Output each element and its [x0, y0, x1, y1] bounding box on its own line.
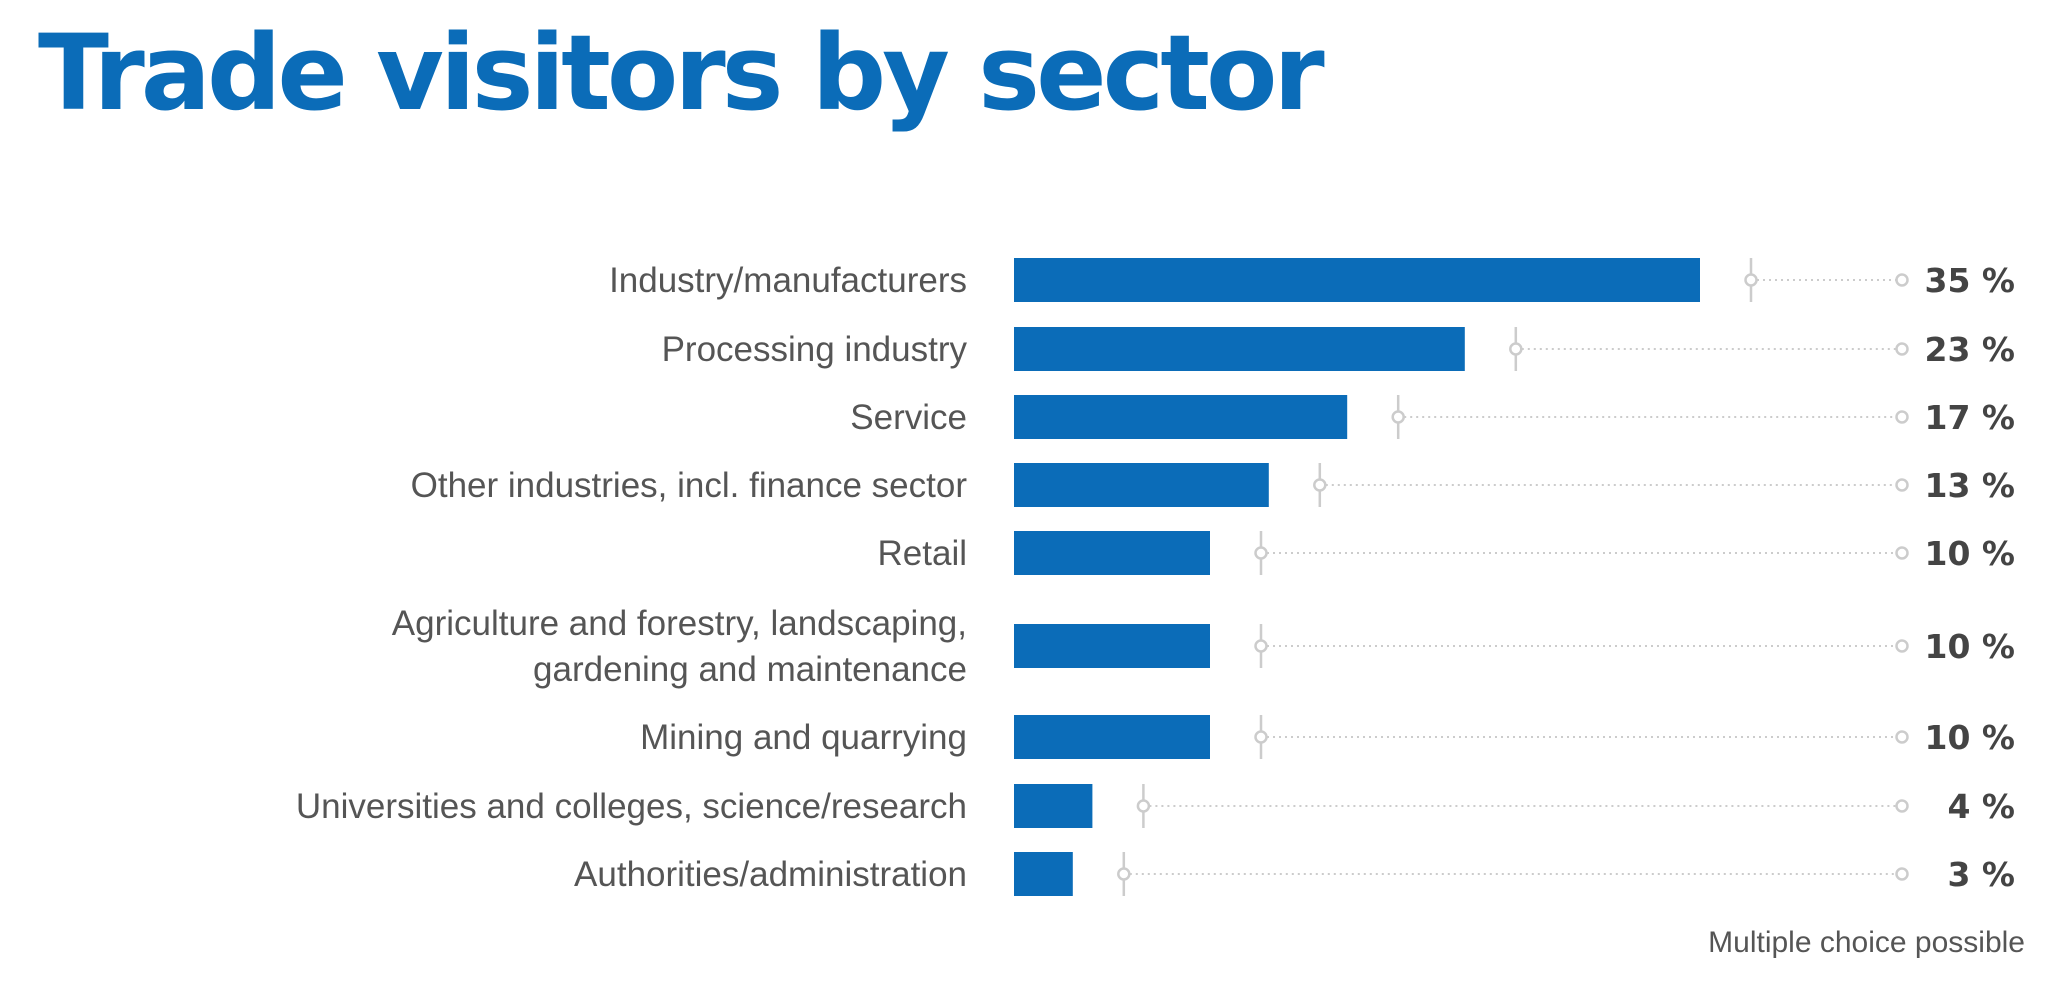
- marker-circle: [1744, 273, 1758, 287]
- value-label: 23 %: [1925, 330, 2015, 369]
- bar: [1014, 852, 1073, 896]
- bar: [1014, 715, 1210, 759]
- end-circle: [1895, 867, 1909, 881]
- value-label: 3 %: [1947, 855, 2015, 894]
- bar: [1014, 395, 1348, 439]
- value-label: 10 %: [1925, 627, 2015, 666]
- category-label: gardening and maintenance: [533, 650, 967, 689]
- bar: [1014, 784, 1093, 828]
- category-label: Mining and quarrying: [640, 718, 967, 757]
- category-label: Other industries, incl. finance sector: [411, 466, 968, 505]
- category-label: Agriculture and forestry, landscaping,: [392, 604, 967, 643]
- end-circle: [1895, 799, 1909, 813]
- bar: [1014, 531, 1210, 575]
- value-label: 4 %: [1947, 787, 2015, 826]
- end-circle: [1895, 478, 1909, 492]
- value-label: 10 %: [1925, 534, 2015, 573]
- marker-circle: [1313, 478, 1327, 492]
- marker-circle: [1254, 730, 1268, 744]
- category-label: Universities and colleges, science/resea…: [296, 787, 967, 826]
- marker-circle: [1509, 342, 1523, 356]
- bar: [1014, 258, 1700, 302]
- marker-circle: [1391, 410, 1405, 424]
- category-label: Retail: [878, 534, 967, 573]
- end-circle: [1895, 273, 1909, 287]
- value-label: 13 %: [1925, 466, 2015, 505]
- category-label: Authorities/administration: [574, 855, 967, 894]
- end-circle: [1895, 342, 1909, 356]
- bar: [1014, 624, 1210, 668]
- category-label: Processing industry: [662, 330, 968, 369]
- end-circle: [1895, 410, 1909, 424]
- end-circle: [1895, 639, 1909, 653]
- value-label: 17 %: [1925, 398, 2015, 437]
- marker-circle: [1117, 867, 1131, 881]
- marker-circle: [1136, 799, 1151, 813]
- end-circle: [1895, 730, 1909, 744]
- value-label: 35 %: [1925, 261, 2015, 300]
- bar: [1014, 463, 1269, 507]
- footnote: Multiple choice possible: [1708, 926, 2025, 959]
- category-label: Industry/manufacturers: [609, 261, 967, 300]
- marker-circle: [1254, 639, 1268, 653]
- chart-title: Trade visitors by sector: [38, 12, 1325, 134]
- category-label: Service: [850, 398, 967, 437]
- value-label: 10 %: [1925, 718, 2015, 757]
- bar: [1014, 327, 1465, 371]
- marker-circle: [1254, 546, 1268, 560]
- end-circle: [1895, 546, 1909, 560]
